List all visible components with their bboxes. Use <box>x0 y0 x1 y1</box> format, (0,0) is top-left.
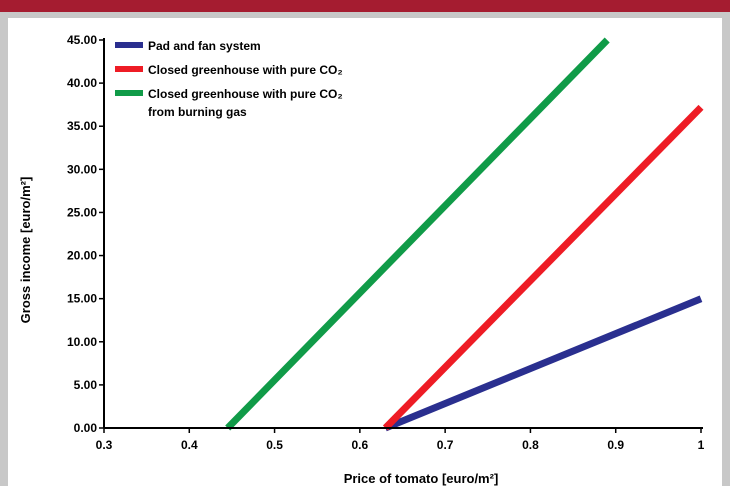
series-line-3 <box>225 37 610 431</box>
series-line-2 <box>382 104 704 431</box>
legend-label-1: Pad and fan system <box>148 39 261 53</box>
y-tick-label: 5.00 <box>74 378 98 392</box>
y-tick-label: 35.00 <box>67 119 97 133</box>
y-tick-label: 30.00 <box>67 162 97 176</box>
chart-panel: 0.00 5.00 10.00 15.00 20.00 25.00 30.00 35.00 40… <box>8 18 722 486</box>
x-tick-label: 0.6 <box>352 438 369 452</box>
y-tick-label: 20.00 <box>67 249 97 263</box>
y-tick-label: 25.00 <box>67 205 97 219</box>
legend-label-2: Closed greenhouse with pure CO₂ <box>148 63 343 77</box>
y-tick-label: 40.00 <box>67 76 97 90</box>
x-tick-label: 0.7 <box>437 438 454 452</box>
y-tick-label: 15.00 <box>67 292 97 306</box>
header-bar <box>0 0 730 12</box>
legend-swatch-1 <box>115 42 143 48</box>
legend-label-3: from burning gas <box>148 105 247 119</box>
y-tick-label: 10.00 <box>67 335 97 349</box>
x-tick-label: 0.5 <box>266 438 283 452</box>
x-tick-label: 1 <box>698 438 705 452</box>
line-chart: 0.00 5.00 10.00 15.00 20.00 25.00 30.00 35.00 40… <box>18 33 705 486</box>
y-axis-label: Gross income [euro/m²] <box>18 177 33 324</box>
x-tick-label: 0.8 <box>522 438 539 452</box>
legend-swatch-2 <box>115 66 143 72</box>
y-tick-label: 45.00 <box>67 33 97 47</box>
x-tick-label: 0.4 <box>181 438 198 452</box>
legend-swatch-3 <box>115 90 143 96</box>
series-line-1 <box>384 295 703 432</box>
y-tick-label: 0.00 <box>74 421 98 435</box>
x-tick-label: 0.9 <box>607 438 624 452</box>
legend-label-3: Closed greenhouse with pure CO₂ <box>148 87 343 101</box>
x-axis-label: Price of tomato [euro/m²] <box>344 471 499 486</box>
x-tick-label: 0.3 <box>96 438 113 452</box>
